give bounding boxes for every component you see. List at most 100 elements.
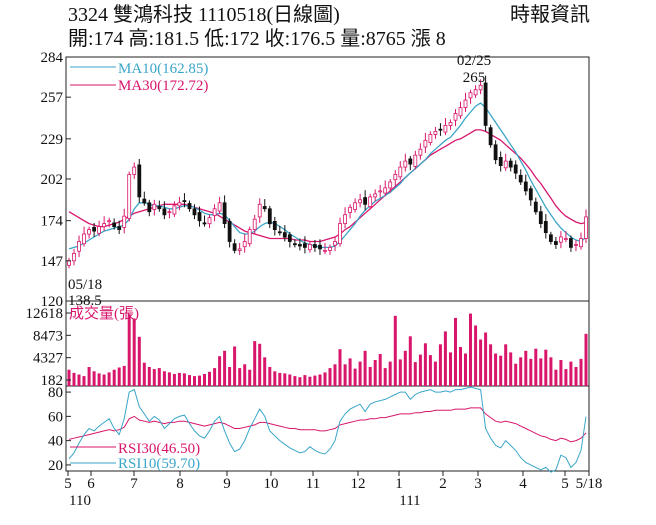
candle-body xyxy=(513,164,518,174)
candle-body xyxy=(97,226,101,234)
volume-tick-label: 182 xyxy=(41,373,64,389)
candle-body xyxy=(112,222,117,227)
volume-bar xyxy=(569,361,573,386)
candle-body xyxy=(388,181,393,189)
volume-bar xyxy=(172,374,176,386)
price-tick-label: 284 xyxy=(41,50,64,66)
volume-bar xyxy=(72,372,76,386)
candle-body xyxy=(493,144,498,161)
volume-bar xyxy=(313,375,317,386)
volume-bar xyxy=(353,368,357,386)
price-tick-label: 147 xyxy=(41,254,64,270)
candle-body xyxy=(122,215,127,228)
candle-body xyxy=(423,139,428,148)
volume-bar xyxy=(484,332,488,386)
candle-body xyxy=(468,92,473,99)
volume-bar xyxy=(464,353,467,386)
candle-body xyxy=(312,244,317,248)
ma10-legend: MA10(162.85) xyxy=(118,61,208,77)
volume-bar xyxy=(157,368,161,386)
volume-bar xyxy=(333,364,337,386)
volume-bar xyxy=(408,336,412,386)
candle-body xyxy=(523,181,528,192)
candle-body xyxy=(227,220,232,242)
candle-body xyxy=(307,244,312,251)
volume-bar xyxy=(233,346,237,386)
candle-body xyxy=(77,241,81,252)
candle-body xyxy=(92,226,96,232)
candle-body xyxy=(247,229,252,245)
volume-bar xyxy=(127,314,131,386)
candle-body xyxy=(473,89,478,96)
low-date-label: 05/18 xyxy=(68,277,102,293)
volume-bar xyxy=(433,361,437,386)
x-month-label: 4 xyxy=(519,476,527,492)
candle-body xyxy=(277,231,282,234)
volume-bar xyxy=(388,361,392,386)
volume-bar xyxy=(223,350,227,386)
rsi10-legend: RSI10(59.70) xyxy=(118,456,200,472)
volume-bar xyxy=(514,363,518,386)
volume-bar xyxy=(77,374,81,386)
volume-bar xyxy=(243,364,247,386)
volume-tick-label: 8473 xyxy=(33,328,63,344)
candle-body xyxy=(318,244,322,250)
volume-bar xyxy=(378,354,382,386)
candle-body xyxy=(533,201,538,213)
volume-bar xyxy=(403,350,407,386)
volume-bar xyxy=(92,371,96,386)
candle-body xyxy=(102,223,106,228)
volume-bar xyxy=(283,373,287,386)
volume-bar xyxy=(368,367,372,386)
volume-bar xyxy=(529,358,533,386)
candle-body xyxy=(137,164,142,198)
candle-body xyxy=(549,234,553,242)
volume-bar xyxy=(288,374,292,386)
candle-body xyxy=(559,236,563,243)
candle-body xyxy=(428,133,433,143)
candle-body xyxy=(438,128,443,131)
x-year-label: 111 xyxy=(399,493,420,509)
candle-body xyxy=(373,193,378,198)
candle-body xyxy=(257,203,262,218)
volume-bar xyxy=(122,365,126,386)
candle-body xyxy=(323,249,327,252)
ma30-line xyxy=(68,129,587,243)
candle-body xyxy=(433,130,438,135)
candle-body xyxy=(503,160,508,169)
volume-bar xyxy=(413,362,417,386)
candle-body xyxy=(287,234,292,242)
volume-bar xyxy=(449,352,452,386)
volume-bar xyxy=(188,375,191,386)
candle-body xyxy=(127,174,132,219)
rsi-tick-label: 40 xyxy=(48,434,63,450)
volume-tick-label: 4327 xyxy=(33,351,64,367)
candle-body xyxy=(292,243,297,246)
volume-bar xyxy=(268,367,272,386)
candle-body xyxy=(72,252,76,262)
volume-bar xyxy=(469,313,472,386)
x-month-label: 5/18 xyxy=(576,476,603,492)
candle-body xyxy=(378,190,383,193)
candle-body xyxy=(543,220,548,233)
candle-body xyxy=(398,166,403,178)
candle-body xyxy=(252,218,257,230)
volume-bar xyxy=(167,372,171,386)
candle-body xyxy=(448,122,453,126)
candle-body xyxy=(282,232,287,238)
candle-body xyxy=(132,166,137,175)
candle-body xyxy=(338,223,342,245)
candle-body xyxy=(267,208,272,225)
volume-bar xyxy=(248,369,252,386)
volume-bar xyxy=(539,358,543,386)
volume-bar xyxy=(509,352,513,386)
volume-bar xyxy=(132,318,136,386)
candle-body xyxy=(117,226,122,231)
volume-bar xyxy=(97,373,101,386)
volume-bar xyxy=(398,359,402,386)
volume-bar xyxy=(102,374,106,386)
volume-bar xyxy=(67,369,71,386)
price-tick-label: 229 xyxy=(41,132,64,148)
volume-bar xyxy=(82,376,86,386)
candle-body xyxy=(584,216,588,239)
